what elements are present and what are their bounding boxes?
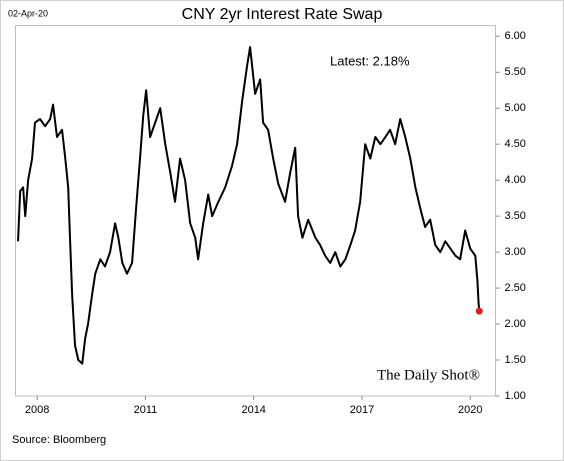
y-tick-label: 5.50 (505, 66, 526, 78)
y-tick-label: 2.50 (505, 282, 526, 294)
date-stamp: 02-Apr-20 (8, 8, 48, 18)
y-tick-label: 4.50 (505, 138, 526, 150)
chart-title: CNY 2yr Interest Rate Swap (182, 6, 383, 23)
latest-marker (475, 307, 483, 315)
line (17, 46, 481, 365)
y-tick-label: 6.00 (505, 30, 526, 42)
annotation: Latest: 2.18% (330, 53, 410, 68)
plot-area (15, 25, 496, 397)
y-tick-label: 2.00 (505, 318, 526, 330)
source: Source: Bloomberg (12, 434, 106, 446)
x-tick-label: 2017 (350, 404, 374, 416)
watermark: The Daily Shot® (377, 367, 480, 383)
x-tick-label: 2008 (25, 404, 49, 416)
x-tick-label: 2011 (134, 404, 158, 416)
x-tick-label: 2020 (458, 404, 482, 416)
y-tick-label: 3.50 (505, 210, 526, 222)
y-tick-label: 1.50 (505, 354, 526, 366)
x-tick-label: 2014 (241, 404, 265, 416)
y-tick-label: 3.00 (505, 246, 526, 258)
y-tick-label: 1.00 (505, 390, 526, 402)
y-tick-label: 4.00 (505, 174, 526, 186)
y-tick-label: 5.00 (505, 102, 526, 114)
